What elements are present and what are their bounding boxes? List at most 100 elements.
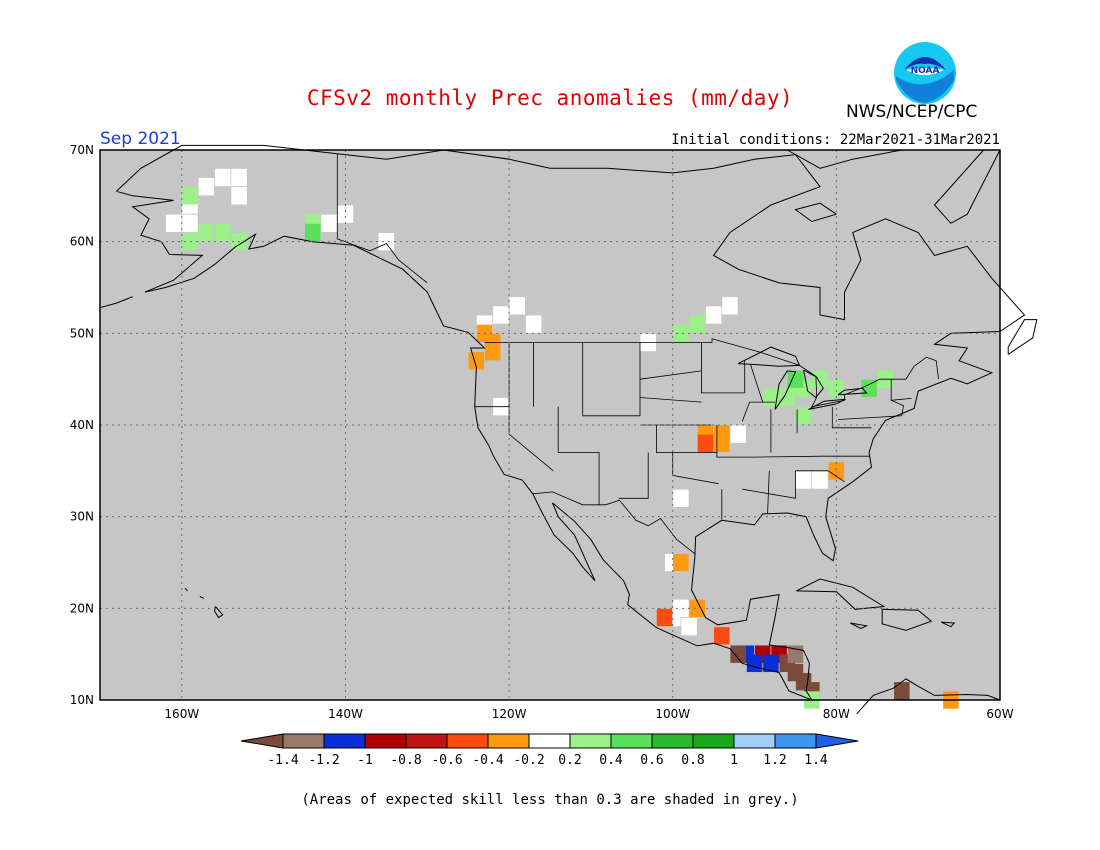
anomaly-cell-light_green <box>182 187 198 205</box>
coastline <box>794 202 837 223</box>
anomaly-cell-orange <box>689 599 706 618</box>
anomaly-cell-orange <box>714 434 730 453</box>
political-border <box>795 470 845 483</box>
colorbar-label: -0.8 <box>390 753 421 768</box>
coastline <box>881 608 933 631</box>
anomaly-cell-white <box>182 214 198 233</box>
political-border <box>656 425 717 453</box>
political-border <box>639 370 702 380</box>
colorbar-swatch <box>323 733 366 749</box>
graticule <box>100 150 1000 700</box>
anomaly-cell-white <box>795 471 812 489</box>
coastline <box>837 387 868 396</box>
colorbar-right-arrow <box>815 733 859 749</box>
anomaly-cell-white <box>681 617 697 636</box>
political-border <box>716 425 755 458</box>
colorbar-swatch <box>364 733 407 749</box>
anomaly-cell-white <box>705 306 722 324</box>
coastline <box>850 622 869 630</box>
colorbar-label: 1 <box>730 753 738 768</box>
lon-label: 60W <box>986 707 1013 721</box>
anomaly-cell-green <box>304 223 321 242</box>
anomaly-cell-white <box>730 425 746 443</box>
colorbar-label: -0.4 <box>472 753 503 768</box>
agency-label: NWS/NCEP/CPC <box>846 102 978 122</box>
anomaly-cell-white <box>214 168 231 187</box>
colorbar-label: 1.2 <box>763 753 786 768</box>
coastline <box>856 678 1001 715</box>
anomaly-cell-dark_brown <box>730 645 746 663</box>
lon-label: 120W <box>492 707 527 721</box>
political-border <box>741 401 775 422</box>
anomaly-cell-white <box>231 187 247 205</box>
noaa-logo-text: NOAA <box>911 66 940 76</box>
political-border <box>532 491 696 555</box>
coastline <box>933 149 1001 224</box>
colorbar-label: -0.2 <box>513 753 544 768</box>
lon-label: 100W <box>655 707 690 721</box>
anomaly-cell-light_green <box>689 315 706 333</box>
anomaly-cell-white <box>198 177 215 196</box>
lon-label: 160W <box>164 707 199 721</box>
anomaly-cell-white <box>231 168 247 187</box>
anomaly-cell-white <box>673 489 689 508</box>
anomaly-cell-orange <box>828 462 845 480</box>
colorbar-swatch <box>405 733 448 749</box>
anomaly-cell-green <box>787 370 804 388</box>
noaa-logo: NOAA <box>892 40 958 110</box>
colorbar-label: -1.4 <box>267 753 298 768</box>
colorbar: -1.4 -1.2 -1 -0.8 -0.6 -0.4 -0.2 0.2 0.4 0.6 0.8 1 1… <box>240 733 859 768</box>
anomaly-cell-white <box>493 306 509 324</box>
lat-label: 30N <box>70 510 94 524</box>
anomaly-cell-white <box>337 205 354 223</box>
colorbar-swatch <box>733 733 776 749</box>
colorbar-label: 1.4 <box>804 753 828 768</box>
colorbar-label: 0.2 <box>558 753 581 768</box>
lat-label: 50N <box>70 326 94 340</box>
colorbar-label: -1.2 <box>308 753 339 768</box>
anomaly-cell-orange <box>673 553 689 572</box>
colorbar-label: 0.4 <box>599 753 623 768</box>
anomaly-cell-white <box>509 297 526 315</box>
anomaly-cell-green <box>861 379 877 398</box>
coastline <box>184 587 188 592</box>
colorbar-label: 0.8 <box>681 753 704 768</box>
anomaly-cell-white <box>378 232 395 251</box>
anomaly-cell-red <box>656 608 673 627</box>
political-border <box>639 397 702 403</box>
colorbar-swatch <box>692 733 735 749</box>
political-border <box>754 455 870 458</box>
colorbar-swatch <box>569 733 612 749</box>
political-border <box>767 470 770 514</box>
lat-label: 40N <box>70 418 94 432</box>
colorbar-swatch <box>528 733 571 749</box>
political-border <box>336 153 428 284</box>
anomaly-cell-light_green <box>673 324 689 343</box>
anomaly-cell-light_green <box>779 388 796 407</box>
colorbar-label: 0.6 <box>640 753 663 768</box>
colorbar-label: -0.6 <box>431 753 462 768</box>
coastline <box>199 595 205 599</box>
political-border <box>557 406 600 505</box>
political-border <box>750 364 764 403</box>
political-border <box>582 342 641 417</box>
coastline <box>1007 319 1038 355</box>
colorbar-left-arrow <box>240 733 284 749</box>
colorbar-swatch <box>446 733 489 749</box>
anomaly-cell-light_green <box>214 223 231 242</box>
colorbar-swatch <box>487 733 530 749</box>
coastline <box>808 398 846 410</box>
coastline <box>213 606 224 619</box>
anomaly-cell-orange <box>484 342 501 361</box>
lon-label: 80W <box>823 707 850 721</box>
coastline <box>940 621 956 628</box>
colorbar-swatch <box>774 733 817 749</box>
colorbar-swatch <box>651 733 694 749</box>
anomaly-cell-blue <box>763 654 779 673</box>
anomaly-cell-white <box>165 214 182 233</box>
coastlines <box>99 144 1038 715</box>
lon-label: 140W <box>328 707 363 721</box>
colorbar-swatch <box>282 733 325 749</box>
colorbar-label: -1 <box>357 753 373 768</box>
political-border <box>618 452 649 499</box>
